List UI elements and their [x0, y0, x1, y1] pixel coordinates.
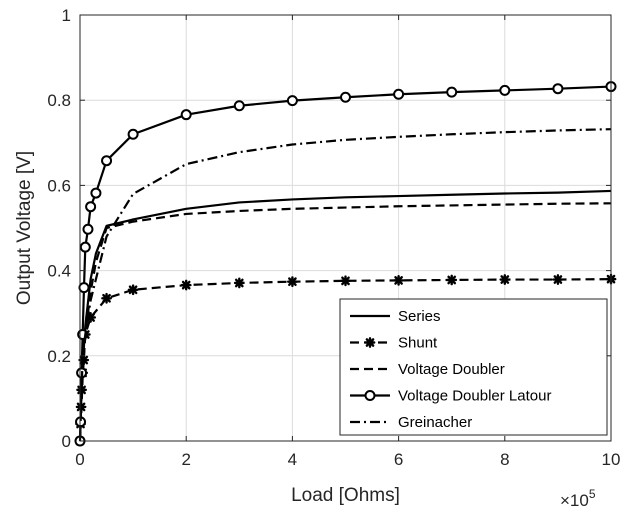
data-point-voltage-doubler-latour: [101, 155, 113, 167]
data-point-shunt-stroke: [341, 276, 350, 286]
data-point-shunt: [446, 274, 458, 286]
data-point-voltage-doubler-latour: [180, 109, 192, 121]
y-tick-label: 0.4: [47, 262, 71, 281]
x-tick-label: 4: [288, 450, 297, 469]
data-point-voltage-doubler-latour: [393, 88, 405, 100]
legend-label: Shunt: [398, 335, 438, 352]
legend-label: Voltage Doubler: [398, 361, 505, 378]
data-point-voltage-doubler-latour: [78, 282, 90, 294]
data-point-shunt: [393, 274, 404, 286]
data-point-shunt-stroke: [500, 275, 510, 284]
legend-label: Series: [398, 308, 441, 325]
data-point-shunt-stroke: [394, 276, 403, 285]
data-point-shunt: [552, 274, 564, 285]
data-point-voltage-doubler-latour: [79, 241, 91, 253]
x-tick-label: 2: [181, 450, 190, 469]
legend-item-series: Series: [350, 308, 441, 325]
y-axis-label: Output Voltage [V]: [14, 151, 35, 305]
y-tick-label: 1: [62, 6, 71, 25]
x-tick-label: 10: [602, 450, 621, 469]
series-layer: [74, 81, 617, 447]
x-axis-label: Load [Ohms]: [291, 485, 400, 506]
legend-item-voltage-doubler: Voltage Doubler: [350, 361, 505, 378]
data-point-voltage-doubler-latour: [552, 83, 564, 95]
x-exponent-power: 5: [589, 487, 596, 501]
tick-labels: 0 2 4 6 8 10 0 0.2 0.4 0.6 0.8 1: [47, 6, 620, 469]
data-point-voltage-doubler-latour: [82, 223, 94, 235]
legend-label: Voltage Doubler Latour: [398, 388, 551, 405]
data-point-shunt: [287, 276, 298, 288]
series-greinacher: [78, 128, 612, 442]
data-point-shunt: [180, 279, 192, 291]
legend-item-shunt: Shunt: [350, 335, 438, 352]
legend-marker: [364, 390, 376, 401]
data-point-shunt: [499, 274, 511, 285]
legend-item-voltage-doubler-latour: Voltage Doubler Latour: [350, 388, 551, 405]
legend-entries: Series Shunt Voltage Doubler Voltage Double…: [350, 308, 551, 431]
legend-label: Greinacher: [398, 414, 472, 431]
legend-marker: [364, 337, 376, 348]
x-tick-label: 0: [75, 450, 84, 469]
y-tick-label: 0: [62, 432, 71, 451]
y-tick-label: 0.2: [47, 347, 71, 366]
data-point-voltage-doubler-latour: [233, 100, 245, 112]
x-tick-label: 6: [394, 450, 403, 469]
data-point-shunt-stroke: [102, 293, 111, 303]
legend-marker-stroke: [365, 338, 375, 347]
series-voltage-doubler: [78, 202, 612, 442]
y-tick-label: 0.8: [47, 91, 71, 110]
data-point-shunt-stroke: [447, 275, 457, 285]
data-point-shunt: [233, 277, 245, 289]
data-point-shunt: [340, 275, 351, 287]
plot-frame: [79, 14, 612, 442]
series-line-greinacher: [78, 128, 612, 442]
series-line-voltage-doubler-latour: [78, 85, 612, 442]
data-point-voltage-doubler-latour: [85, 201, 97, 213]
data-point-shunt: [127, 284, 139, 296]
data-point-voltage-doubler-latour: [127, 128, 139, 140]
data-point-voltage-doubler-latour: [340, 91, 351, 103]
x-exponent-label: ×105: [560, 487, 596, 510]
data-point-voltage-doubler-latour: [446, 86, 458, 98]
data-point-shunt-stroke: [553, 275, 563, 284]
data-point-voltage-doubler-latour: [286, 95, 298, 107]
data-point-voltage-doubler-latour: [90, 187, 102, 199]
data-point-shunt-stroke: [234, 278, 244, 288]
y-tick-label: 0.6: [47, 176, 71, 195]
data-point-shunt-stroke: [181, 280, 191, 290]
data-point-shunt: [101, 292, 112, 304]
legend-box: [339, 298, 608, 436]
x-tick-label: 8: [500, 450, 509, 469]
x-exponent-base: ×10: [560, 491, 589, 510]
legend: Series Shunt Voltage Doubler Voltage Double…: [339, 298, 608, 436]
data-point-voltage-doubler-latour: [499, 84, 511, 96]
data-point-shunt-stroke: [128, 285, 138, 295]
data-point-shunt-stroke: [288, 277, 297, 287]
series-line-voltage-doubler: [78, 202, 612, 442]
legend-item-greinacher: Greinacher: [350, 414, 472, 431]
